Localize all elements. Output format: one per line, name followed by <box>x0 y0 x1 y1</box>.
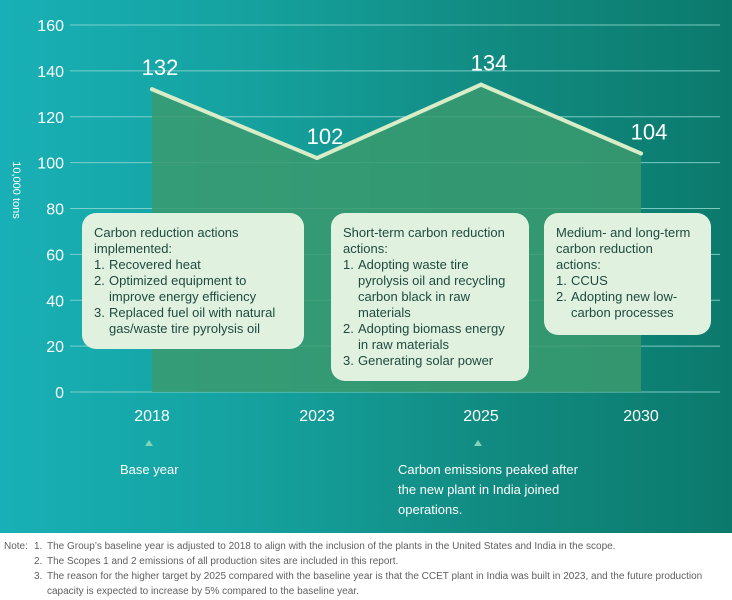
callout-item: 1. CCUS <box>556 273 608 288</box>
data-point <box>150 87 154 92</box>
callout-item: 1. Recovered heat <box>94 257 201 272</box>
x-tick-label: 2018 <box>134 408 170 425</box>
y-tick-label: 20 <box>46 339 64 356</box>
callout-item: 2. Adopting biomass energy in raw materia… <box>343 321 505 352</box>
y-tick-label: 160 <box>37 18 64 35</box>
y-tick-label: 100 <box>37 156 64 173</box>
y-tick-label: 120 <box>37 110 64 127</box>
footnote-row: 2. The Scopes 1 and 2 emissions of all pr… <box>0 554 732 569</box>
data-label: 104 <box>631 119 668 144</box>
callout-item: 3. Replaced fuel oil with natural gas/was… <box>94 305 276 336</box>
data-label: 132 <box>142 55 179 80</box>
callout-heading: Carbon reduction actions implemented: <box>94 225 239 256</box>
y-tick-label: 40 <box>46 293 64 310</box>
y-axis-label: 10,000 tons <box>10 161 22 219</box>
footnote-row: 3. The reason for the higher target by 20… <box>0 569 732 599</box>
callout-short-term-actions: Short-term carbon reduction actions: 1. A… <box>331 213 529 381</box>
y-tick-label: 60 <box>46 247 64 264</box>
data-label: 134 <box>471 51 508 76</box>
y-tick-label: 0 <box>55 385 64 402</box>
triangle-marker-icon <box>145 440 153 446</box>
footnote: 2. The Scopes 1 and 2 emissions of all pr… <box>34 556 399 567</box>
callout-list: 1. Adopting waste tire pyrolysis oil and … <box>343 257 517 369</box>
callout-item: 1. Adopting waste tire pyrolysis oil and … <box>343 257 506 320</box>
footnote: 3. The reason for the higher target by 20… <box>34 571 703 597</box>
callout-list: 1. Recovered heat 2. Optimized equipment t… <box>94 257 292 337</box>
callout-list: 1. CCUS 2. Adopting new low-carbon process… <box>556 273 699 321</box>
callout-item: 2. Optimized equipment to improve energy … <box>94 273 257 304</box>
series-line <box>150 82 643 161</box>
y-tick-label: 140 <box>37 64 64 81</box>
triangle-marker-icon <box>474 440 482 446</box>
x-tick-label: 2025 <box>463 408 499 425</box>
callout-2018-actions: Carbon reduction actions implemented: 1.… <box>82 213 304 349</box>
footnote-row: Note: 1. The Group’s baseline year is adj… <box>0 539 732 554</box>
data-point <box>315 156 319 161</box>
callout-item: 2. Adopting new low-carbon processes <box>556 289 678 320</box>
callout-heading: Short-term carbon reduction actions: <box>343 225 505 256</box>
x-tick-label: 2030 <box>623 408 659 425</box>
footnotes: Note: 1. The Group’s baseline year is adj… <box>0 539 732 599</box>
y-tick-label: 80 <box>46 202 64 219</box>
data-label: 102 <box>307 124 344 149</box>
note-label: Note: <box>4 541 28 552</box>
data-point <box>639 151 643 156</box>
base-year-annotation: Base year <box>120 462 179 477</box>
data-point <box>479 82 483 87</box>
callout-item: 3. Generating solar power <box>343 353 494 368</box>
callout-long-term-actions: Medium- and long-term carbon reduction a… <box>544 213 711 335</box>
peak-annotation: Carbon emissions peaked after the new pl… <box>398 462 578 517</box>
footnote: 1. The Group’s baseline year is adjusted … <box>34 541 616 552</box>
chart-area: 0 20 40 60 80 100 120 140 160 132 102 134 104 2018 202… <box>0 0 732 533</box>
callout-heading: Medium- and long-term carbon reduction a… <box>556 225 691 272</box>
x-tick-label: 2023 <box>299 408 335 425</box>
